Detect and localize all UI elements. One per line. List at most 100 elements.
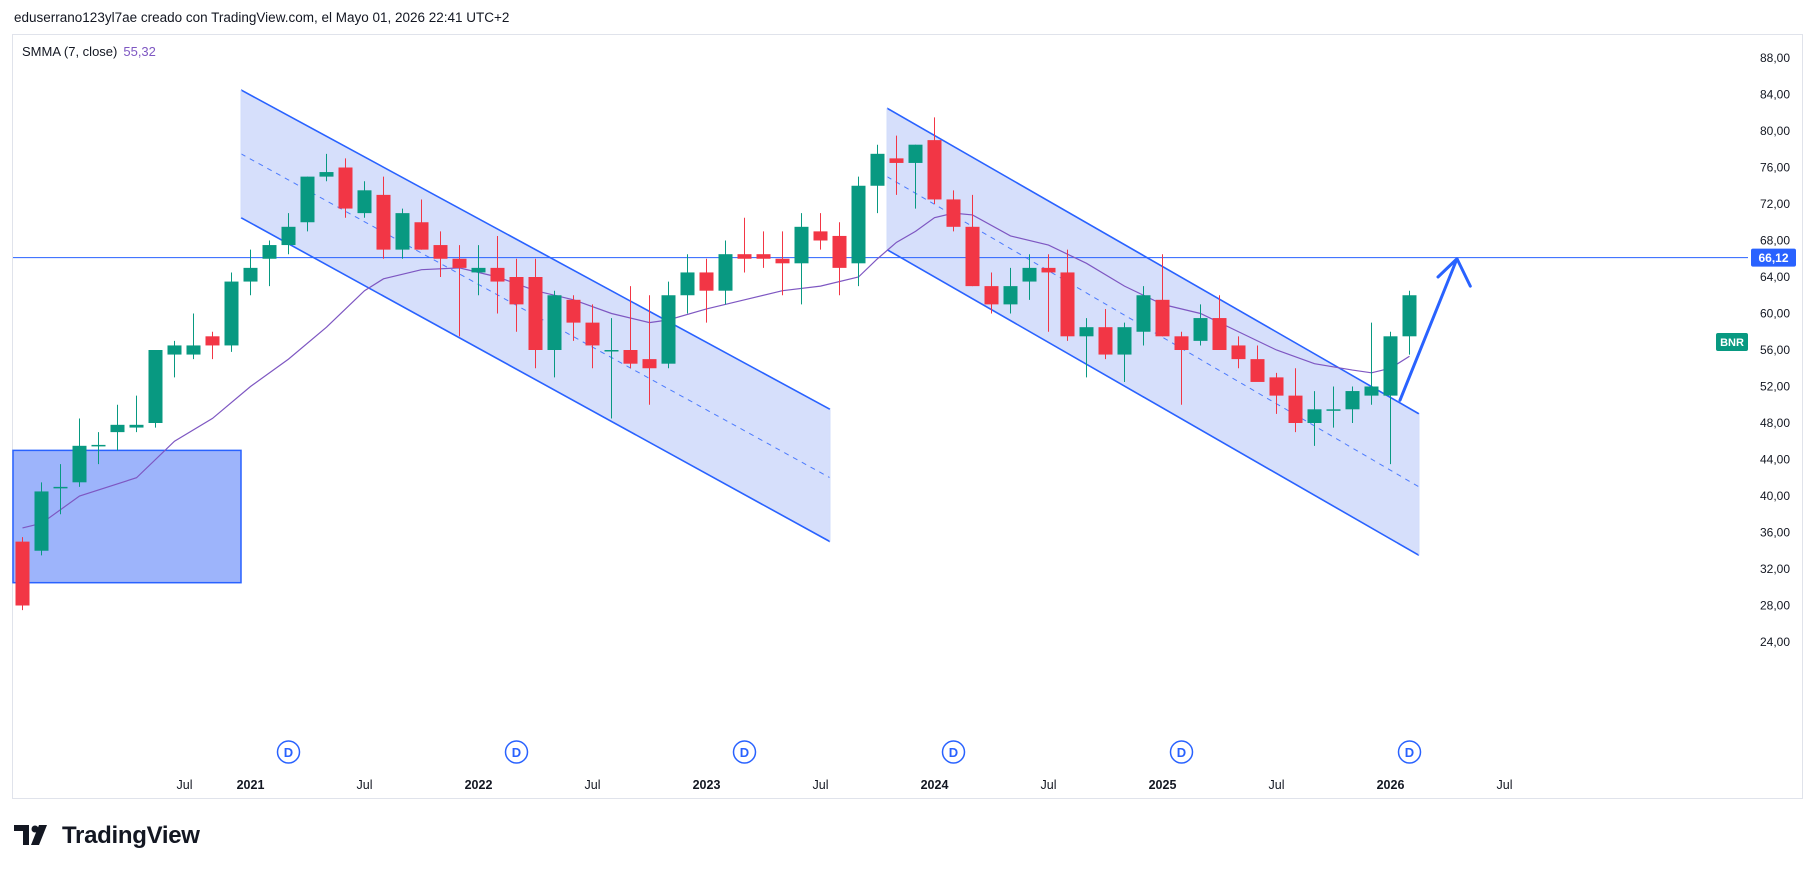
dividend-marker-label: D bbox=[284, 745, 293, 760]
y-axis-tick-label: 88,00 bbox=[1760, 51, 1790, 65]
candle-down bbox=[889, 158, 904, 163]
y-axis-tick-label: 44,00 bbox=[1760, 453, 1790, 467]
candle-up bbox=[91, 444, 106, 447]
x-axis-tick-label: 2023 bbox=[693, 778, 721, 792]
candle-down bbox=[1098, 327, 1113, 355]
candle-up bbox=[1364, 386, 1379, 396]
y-axis-tick-label: 56,00 bbox=[1760, 343, 1790, 357]
x-axis-tick-label: Jul bbox=[1497, 778, 1513, 792]
x-axis-tick-label: 2022 bbox=[465, 778, 493, 792]
y-axis-tick-label: 60,00 bbox=[1760, 307, 1790, 321]
candle-down bbox=[376, 194, 391, 250]
candle-up bbox=[680, 272, 695, 296]
candle-up bbox=[300, 176, 315, 223]
candle-up bbox=[1307, 409, 1322, 423]
candle-down bbox=[205, 336, 220, 346]
candle-up bbox=[851, 185, 866, 264]
x-axis-tick-label: Jul bbox=[813, 778, 829, 792]
x-axis-tick-label: Jul bbox=[357, 778, 373, 792]
symbol-tag-label: BNR bbox=[1720, 337, 1744, 349]
dividend-marker-icon bbox=[276, 740, 301, 764]
candle-up bbox=[167, 345, 182, 355]
candle-up bbox=[319, 172, 334, 177]
smma-indicator-legend[interactable]: SMMA (7, close) 55,32 bbox=[22, 44, 156, 59]
y-axis-tick-label: 28,00 bbox=[1760, 599, 1790, 613]
candle-down bbox=[775, 258, 790, 264]
price-tag-value: 66,12 bbox=[1758, 251, 1788, 265]
x-axis-tick-label: 2021 bbox=[237, 778, 265, 792]
y-axis-tick-label: 80,00 bbox=[1760, 124, 1790, 138]
y-axis-tick-label: 36,00 bbox=[1760, 526, 1790, 540]
candle-down bbox=[1250, 359, 1265, 382]
tradingview-logo[interactable]: TradingView bbox=[14, 822, 200, 850]
y-axis-tick-label: 72,00 bbox=[1760, 197, 1790, 211]
candle-up bbox=[908, 144, 923, 163]
candle-down bbox=[528, 277, 543, 350]
candle-up bbox=[661, 295, 676, 364]
candle-down bbox=[433, 245, 448, 259]
x-axis-tick-label: Jul bbox=[1041, 778, 1057, 792]
candle-up bbox=[1117, 327, 1132, 355]
candle-up bbox=[53, 486, 68, 489]
y-axis-tick-label: 84,00 bbox=[1760, 88, 1790, 102]
dividend-marker-icon bbox=[504, 740, 529, 764]
x-axis-tick-label: 2026 bbox=[1377, 778, 1405, 792]
channel-2-upper-line bbox=[886, 107, 1420, 415]
candle-up bbox=[224, 281, 239, 346]
candle-down bbox=[927, 140, 942, 200]
candle-down bbox=[1269, 377, 1284, 396]
dividend-marker-label: D bbox=[512, 745, 521, 760]
arrow-shaft bbox=[1398, 257, 1459, 402]
dividend-marker-icon bbox=[1397, 740, 1422, 764]
candle-down bbox=[984, 286, 999, 305]
y-axis-tick-label: 48,00 bbox=[1760, 416, 1790, 430]
candle-up bbox=[1022, 267, 1037, 282]
candle-down bbox=[490, 267, 505, 282]
candle-up bbox=[281, 226, 296, 246]
channel-1-lower-line bbox=[240, 216, 831, 543]
x-axis-tick-label: Jul bbox=[585, 778, 601, 792]
candle-up bbox=[1402, 295, 1417, 337]
candle-down bbox=[1060, 272, 1075, 337]
candle-down bbox=[813, 231, 828, 241]
candle-up bbox=[243, 267, 258, 282]
candle-down bbox=[566, 299, 581, 323]
candle-up bbox=[357, 190, 372, 214]
y-axis-tick-label: 24,00 bbox=[1760, 635, 1790, 649]
price-tag bbox=[1751, 248, 1796, 267]
tradingview-icon bbox=[14, 825, 47, 845]
candle-up bbox=[1326, 409, 1341, 411]
dividend-marker-label: D bbox=[949, 745, 958, 760]
chart-frame bbox=[12, 34, 1803, 799]
candle-down bbox=[965, 226, 980, 287]
dividend-marker-label: D bbox=[740, 745, 749, 760]
dividend-marker-label: D bbox=[1405, 745, 1414, 760]
candle-down bbox=[585, 322, 600, 346]
candle-up bbox=[34, 491, 49, 551]
candle-up bbox=[1345, 391, 1360, 410]
dividend-marker-icon bbox=[1169, 740, 1194, 764]
y-axis-tick-label: 64,00 bbox=[1760, 270, 1790, 284]
tradingview-brand-text: TradingView bbox=[62, 822, 200, 849]
candle-down bbox=[946, 199, 961, 227]
candle-up bbox=[72, 445, 87, 483]
smma-line bbox=[22, 212, 1410, 529]
dividend-marker-label: D bbox=[1177, 745, 1186, 760]
candle-down bbox=[832, 235, 847, 268]
candle-up bbox=[718, 254, 733, 291]
smma-value: 55,32 bbox=[123, 44, 156, 59]
candle-up bbox=[794, 226, 809, 264]
y-axis-tick-label: 40,00 bbox=[1760, 489, 1790, 503]
y-axis-tick-label: 76,00 bbox=[1760, 161, 1790, 175]
smma-label: SMMA (7, close) bbox=[22, 44, 118, 59]
y-axis-tick-label: 32,00 bbox=[1760, 562, 1790, 576]
arrow-head bbox=[1436, 257, 1472, 288]
x-axis-tick-label: Jul bbox=[1269, 778, 1285, 792]
candle-up bbox=[1193, 318, 1208, 341]
x-axis-tick-label: 2025 bbox=[1149, 778, 1177, 792]
candle-down bbox=[623, 350, 638, 364]
candle-down bbox=[1212, 318, 1227, 350]
candle-down bbox=[756, 254, 771, 259]
x-axis-tick-label: 2024 bbox=[921, 778, 949, 792]
